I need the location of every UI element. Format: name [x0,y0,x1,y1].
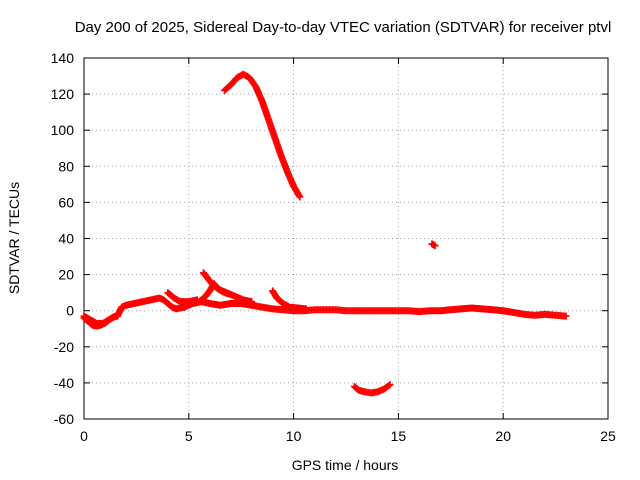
chart-title: Day 200 of 2025, Sidereal Day-to-day VTE… [75,19,612,36]
x-axis-label: GPS time / hours [292,457,399,473]
point-early-low-24 [111,312,119,320]
plot-frame [83,57,609,420]
point-low-arc-27 [386,381,394,389]
series-early-low [80,312,119,327]
y-tick-label-10: 140 [51,50,75,66]
y-tick-label-1: -40 [54,375,74,391]
y-tick-label-4: 20 [58,267,74,283]
point-branch-6h-b-32 [227,290,235,298]
data-marks [80,70,570,397]
series-baseline [80,294,570,330]
axis-ticks: 0 5 10 15 20 25 -60 -40 -20 0 20 40 60 80 100 120 140 [51,50,616,444]
series-low-arc [350,381,394,397]
series-rise-4h [164,289,201,306]
x-tick-label-5: 25 [600,428,616,444]
y-tick-label-8: 100 [51,122,75,138]
y-axis-label: SDTVAR / TECUs [6,182,22,294]
point-branch-9h-29 [302,305,310,313]
y-tick-label-9: 120 [51,86,75,102]
series-branch-9h [269,287,310,313]
y-tick-label-3: 0 [66,303,74,319]
y-tick-label-5: 40 [58,231,74,247]
point-isolated-3 [431,242,439,250]
point-high-arc-104 [296,193,304,201]
x-tick-label-1: 5 [185,428,193,444]
series-isolated [428,240,439,250]
x-tick-label-4: 20 [495,428,511,444]
x-tick-label-0: 0 [80,428,88,444]
plot-area [83,57,609,420]
point-baseline-338 [562,312,570,320]
series-branch-6h-b [195,280,235,306]
point-branch-6h-40 [248,298,256,306]
y-tick-label-0: -60 [54,411,74,427]
x-tick-label-2: 10 [286,428,302,444]
y-tick-label-2: -20 [54,339,74,355]
grid-lines [84,58,608,419]
point-low-arc-26 [385,382,393,390]
y-tick-label-6: 60 [58,194,74,210]
y-tick-label-7: 80 [58,158,74,174]
series-high-arc [220,70,304,201]
x-tick-label-3: 15 [391,428,407,444]
